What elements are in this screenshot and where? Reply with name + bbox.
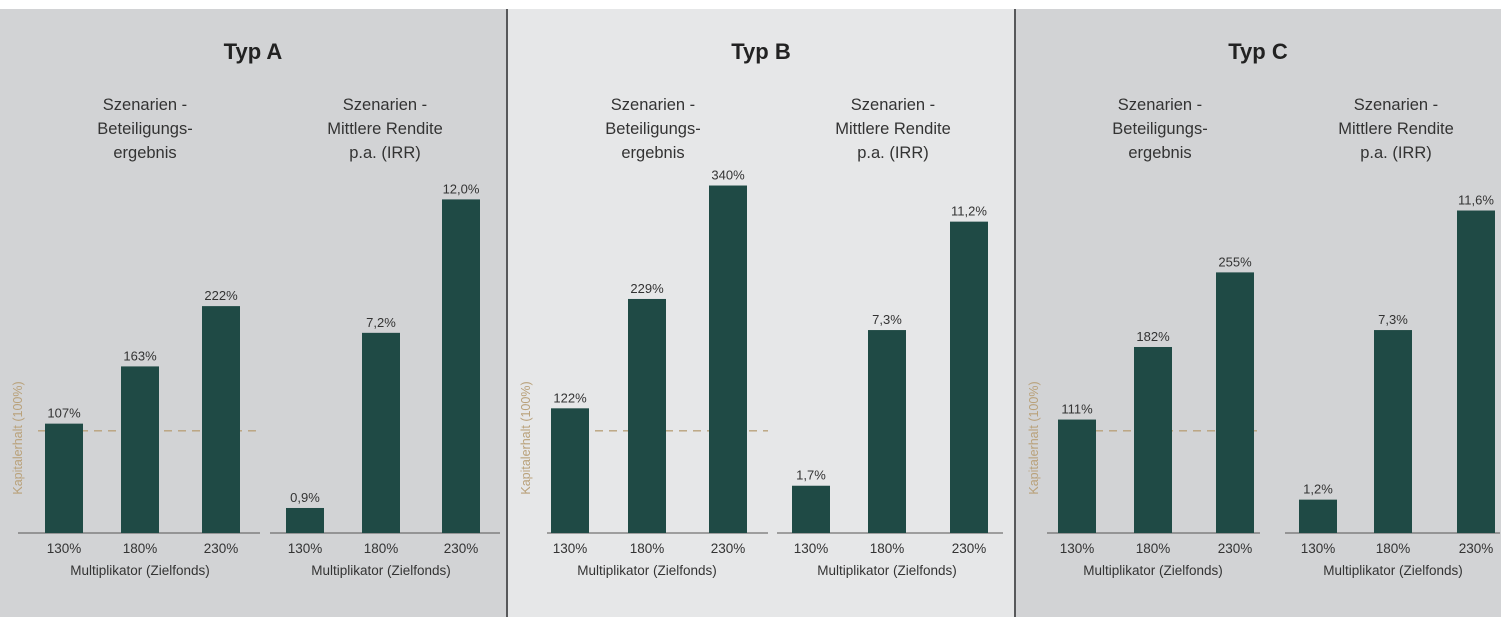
- subchart-title: Mittlere Rendite: [327, 120, 443, 138]
- panel-typ-b: [508, 9, 1014, 617]
- reference-label: Kapitalerhalt (100%): [11, 381, 25, 494]
- bar: [121, 366, 159, 533]
- x-axis-label: Multiplikator (Zielfonds): [577, 563, 717, 578]
- reference-label: Kapitalerhalt (100%): [519, 381, 533, 494]
- panel-title: Typ C: [1228, 39, 1288, 64]
- tick-label: 130%: [794, 541, 829, 556]
- subchart-title: Szenarien -: [1118, 96, 1202, 114]
- tick-label: 130%: [288, 541, 323, 556]
- panel-typ-a: [0, 9, 506, 617]
- bar: [442, 199, 480, 533]
- tick-label: 180%: [123, 541, 158, 556]
- x-axis-label: Multiplikator (Zielfonds): [1323, 563, 1463, 578]
- tick-label: 230%: [444, 541, 479, 556]
- tick-label: 230%: [711, 541, 746, 556]
- tick-label: 130%: [553, 541, 588, 556]
- bar: [1058, 419, 1096, 533]
- tick-label: 230%: [952, 541, 987, 556]
- data-label: 7,3%: [872, 312, 902, 327]
- bar: [709, 185, 747, 533]
- x-axis-label: Multiplikator (Zielfonds): [70, 563, 210, 578]
- subchart-title: ergebnis: [621, 144, 684, 162]
- data-label: 222%: [204, 288, 238, 303]
- bar: [362, 332, 400, 533]
- data-label: 111%: [1061, 402, 1093, 417]
- bar: [1374, 330, 1412, 533]
- subchart-title: Szenarien -: [343, 96, 427, 114]
- subchart-title: Szenarien -: [103, 96, 187, 114]
- tick-label: 130%: [1060, 541, 1095, 556]
- data-label: 229%: [630, 281, 664, 296]
- subchart-title: Szenarien -: [611, 96, 695, 114]
- bar: [1457, 210, 1495, 533]
- bar: [628, 298, 666, 533]
- x-axis-label: Multiplikator (Zielfonds): [311, 563, 451, 578]
- bar: [1216, 272, 1254, 533]
- subchart-title: Mittlere Rendite: [1338, 120, 1454, 138]
- subchart-title: Beteiligungs-: [97, 120, 192, 138]
- bar: [45, 423, 83, 533]
- x-axis-label: Multiplikator (Zielfonds): [817, 563, 957, 578]
- subchart-title: Mittlere Rendite: [835, 120, 951, 138]
- tick-label: 230%: [1459, 541, 1494, 556]
- data-label: 1,2%: [1303, 482, 1333, 497]
- bar: [792, 485, 830, 533]
- tick-label: 180%: [1136, 541, 1171, 556]
- data-label: 255%: [1218, 254, 1252, 269]
- tick-label: 230%: [1218, 541, 1253, 556]
- subchart-title: Beteiligungs-: [1112, 120, 1207, 138]
- panel-title: Typ B: [731, 39, 790, 64]
- tick-label: 180%: [1376, 541, 1411, 556]
- bar: [1299, 499, 1337, 533]
- data-label: 7,3%: [1378, 312, 1408, 327]
- subchart-title: p.a. (IRR): [857, 144, 929, 162]
- panel-typ-c: [1016, 9, 1501, 617]
- data-label: 11,2%: [951, 204, 987, 219]
- tick-label: 180%: [630, 541, 665, 556]
- data-label: 0,9%: [290, 490, 320, 505]
- reference-label: Kapitalerhalt (100%): [1027, 381, 1041, 494]
- tick-label: 180%: [870, 541, 905, 556]
- subchart-title: p.a. (IRR): [349, 144, 421, 162]
- bar: [868, 330, 906, 533]
- data-label: 163%: [123, 348, 157, 363]
- tick-label: 130%: [47, 541, 82, 556]
- bar: [551, 408, 589, 533]
- data-label: 12,0%: [443, 181, 480, 196]
- tick-label: 130%: [1301, 541, 1336, 556]
- subchart-title: Szenarien -: [851, 96, 935, 114]
- bar: [950, 221, 988, 533]
- x-axis-label: Multiplikator (Zielfonds): [1083, 563, 1223, 578]
- data-label: 182%: [1136, 329, 1170, 344]
- bar: [286, 507, 324, 533]
- panel-divider: [1014, 9, 1016, 617]
- data-label: 1,7%: [796, 468, 826, 483]
- data-label: 107%: [47, 406, 81, 421]
- data-label: 122%: [553, 390, 587, 405]
- tick-label: 180%: [364, 541, 399, 556]
- bar: [1134, 346, 1172, 533]
- subchart-title: Szenarien -: [1354, 96, 1438, 114]
- data-label: 340%: [711, 168, 745, 183]
- data-label: 7,2%: [366, 315, 396, 330]
- tick-label: 230%: [204, 541, 239, 556]
- panel-divider: [506, 9, 508, 617]
- panel-title: Typ A: [224, 39, 283, 64]
- data-label: 11,6%: [1458, 193, 1494, 208]
- subchart-title: Beteiligungs-: [605, 120, 700, 138]
- subchart-title: ergebnis: [113, 144, 176, 162]
- subchart-title: ergebnis: [1128, 144, 1191, 162]
- subchart-title: p.a. (IRR): [1360, 144, 1432, 162]
- bar: [202, 306, 240, 533]
